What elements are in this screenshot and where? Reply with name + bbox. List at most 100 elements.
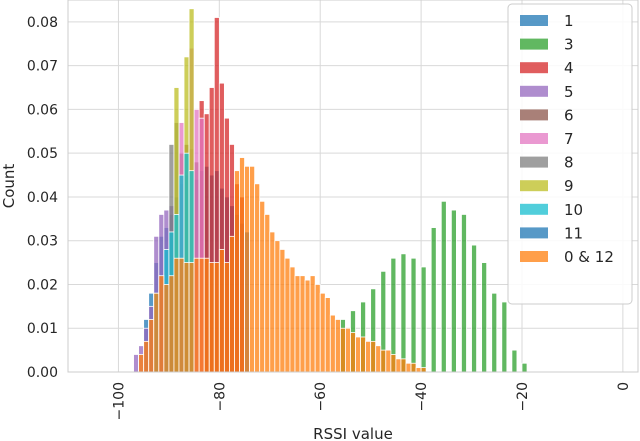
y-tick-label: 0.04 xyxy=(27,190,58,206)
histogram-bar xyxy=(163,284,170,373)
y-tick-label: 0.08 xyxy=(27,15,58,31)
legend-label: 1 xyxy=(564,12,574,30)
histogram-bar xyxy=(299,275,306,373)
histogram-bar xyxy=(229,235,235,373)
histogram-bar xyxy=(420,367,427,373)
x-tick-label: −100 xyxy=(111,382,127,420)
legend: 1 3 4 5 6 7 8 9 10 11 0 & 12 xyxy=(507,3,633,305)
legend-label: 0 & 12 xyxy=(564,248,614,266)
histogram-bar xyxy=(148,319,155,373)
histogram-bar xyxy=(345,327,351,373)
histogram-bar xyxy=(274,240,281,373)
histogram-bar xyxy=(410,362,417,373)
histogram-bar xyxy=(158,275,165,373)
histogram-bar xyxy=(133,354,140,373)
legend-swatch xyxy=(520,15,548,26)
histogram-bar xyxy=(183,262,190,373)
histogram-bar xyxy=(450,209,457,373)
histogram-bar xyxy=(294,275,301,373)
y-tick-label: 0.05 xyxy=(27,146,58,162)
histogram-bar xyxy=(390,354,397,373)
histogram-bar xyxy=(375,345,382,373)
x-tick-label: 0 xyxy=(616,382,632,391)
histogram-bar xyxy=(249,165,256,373)
y-tick-label: 0.00 xyxy=(27,365,58,381)
y-tick-label: 0.03 xyxy=(27,234,58,250)
histogram-bar xyxy=(461,214,467,373)
histogram-bar xyxy=(324,297,331,373)
histogram-bar xyxy=(365,340,372,373)
legend-label: 6 xyxy=(564,106,574,124)
histogram-bar xyxy=(173,257,180,373)
histogram-bar xyxy=(153,292,160,373)
histogram-bar xyxy=(415,367,422,373)
histogram-bar xyxy=(138,354,145,373)
histogram-bar xyxy=(350,332,356,373)
histogram-bar xyxy=(223,262,230,373)
legend-label: 11 xyxy=(564,224,583,242)
legend-label: 5 xyxy=(564,83,574,101)
histogram-bar xyxy=(289,266,296,373)
legend-label: 10 xyxy=(564,201,583,219)
histogram-bar xyxy=(143,340,150,373)
x-tick-label: −20 xyxy=(515,382,531,412)
histogram-bar xyxy=(355,336,361,373)
legend-swatch xyxy=(520,156,548,168)
histogram-bar xyxy=(198,257,205,373)
y-tick-label: 0.06 xyxy=(27,102,58,118)
y-tick-label: 0.07 xyxy=(27,59,58,75)
histogram-bar xyxy=(218,249,225,373)
legend-label: 8 xyxy=(564,154,574,172)
x-tick-label: −60 xyxy=(313,382,329,412)
histogram-bar xyxy=(319,292,326,373)
plot-frame xyxy=(67,0,639,373)
histogram-bar xyxy=(440,200,447,373)
histogram-bar xyxy=(309,275,316,373)
histogram-bar xyxy=(208,262,215,373)
histogram-bar xyxy=(314,284,321,373)
histogram-bar xyxy=(380,349,387,373)
x-tick-label: −40 xyxy=(414,382,430,412)
histogram-bar xyxy=(400,358,407,373)
histogram-bar xyxy=(491,292,498,373)
histogram-bar xyxy=(410,257,417,373)
x-tick-labels: −100 −80 −60 −40 −20 0 xyxy=(111,382,631,420)
histogram-bar xyxy=(329,314,336,373)
legend-swatch xyxy=(520,180,548,192)
y-tick-label: 0.01 xyxy=(27,321,58,337)
histogram-bar xyxy=(511,349,518,373)
histogram-bar xyxy=(269,231,276,373)
histogram-bar xyxy=(420,266,427,373)
legend-swatch xyxy=(520,109,548,121)
legend-label: 7 xyxy=(564,130,574,148)
histogram-bar xyxy=(405,362,412,373)
legend-label: 9 xyxy=(564,177,574,195)
histogram-bar xyxy=(168,275,175,373)
legend-swatch xyxy=(520,85,548,97)
legend-swatch xyxy=(520,62,548,74)
histogram-bar xyxy=(304,279,311,373)
legend-label: 3 xyxy=(564,36,574,54)
y-tick-label: 0.02 xyxy=(27,277,58,293)
legend-swatch xyxy=(520,203,548,215)
histogram-bar xyxy=(213,262,220,373)
histogram-bar xyxy=(188,262,195,373)
histogram-bar xyxy=(244,165,250,373)
histogram-bar xyxy=(334,319,341,373)
legend-swatch xyxy=(520,227,548,239)
histogram-bar xyxy=(481,262,488,373)
histogram-bar xyxy=(284,257,291,373)
y-tick-labels: 0.00 0.01 0.02 0.03 0.04 0.05 0.06 0.07 0.08 xyxy=(27,15,58,381)
histogram-bar xyxy=(339,327,346,373)
histogram-bar xyxy=(395,358,402,373)
histogram-bar xyxy=(239,157,245,373)
histogram-bar xyxy=(203,257,210,373)
legend-swatch xyxy=(520,133,548,144)
y-axis-title: Count xyxy=(0,164,18,209)
histogram-bar xyxy=(234,170,240,373)
x-axis-title: RSSI value xyxy=(313,425,393,441)
legend-label: 4 xyxy=(564,59,574,77)
histogram-bar xyxy=(360,336,367,373)
histogram-bar xyxy=(501,301,508,373)
histogram-bar xyxy=(430,227,437,373)
